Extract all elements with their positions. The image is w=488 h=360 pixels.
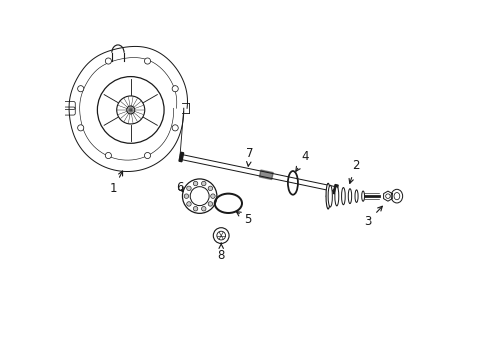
Circle shape	[201, 207, 205, 211]
Text: 3: 3	[364, 206, 382, 228]
Circle shape	[186, 202, 191, 206]
Circle shape	[105, 58, 111, 64]
Ellipse shape	[325, 183, 329, 209]
Circle shape	[213, 228, 228, 243]
Circle shape	[78, 86, 83, 92]
Ellipse shape	[334, 186, 338, 206]
Text: 5: 5	[236, 212, 251, 226]
Circle shape	[193, 181, 198, 186]
Circle shape	[78, 125, 83, 131]
Polygon shape	[259, 170, 273, 180]
Circle shape	[144, 153, 150, 159]
Ellipse shape	[341, 188, 345, 205]
Circle shape	[182, 179, 217, 213]
Circle shape	[193, 207, 198, 211]
Text: 7: 7	[245, 147, 253, 166]
Circle shape	[172, 125, 178, 131]
Circle shape	[105, 153, 111, 159]
Circle shape	[190, 187, 209, 206]
Circle shape	[184, 194, 188, 198]
Ellipse shape	[327, 185, 332, 207]
Circle shape	[208, 202, 212, 206]
Circle shape	[172, 86, 178, 92]
Circle shape	[208, 186, 212, 190]
Ellipse shape	[347, 189, 351, 203]
Circle shape	[144, 58, 150, 64]
Text: 6: 6	[176, 181, 183, 194]
Circle shape	[210, 194, 215, 198]
Circle shape	[186, 186, 191, 190]
Ellipse shape	[354, 190, 357, 202]
Circle shape	[201, 181, 205, 186]
Ellipse shape	[390, 189, 402, 203]
Text: 8: 8	[217, 243, 224, 262]
Polygon shape	[179, 152, 183, 162]
Text: 2: 2	[348, 159, 359, 183]
Text: 1: 1	[110, 171, 122, 195]
Text: 4: 4	[295, 150, 308, 171]
Ellipse shape	[361, 191, 364, 201]
Polygon shape	[332, 185, 338, 194]
